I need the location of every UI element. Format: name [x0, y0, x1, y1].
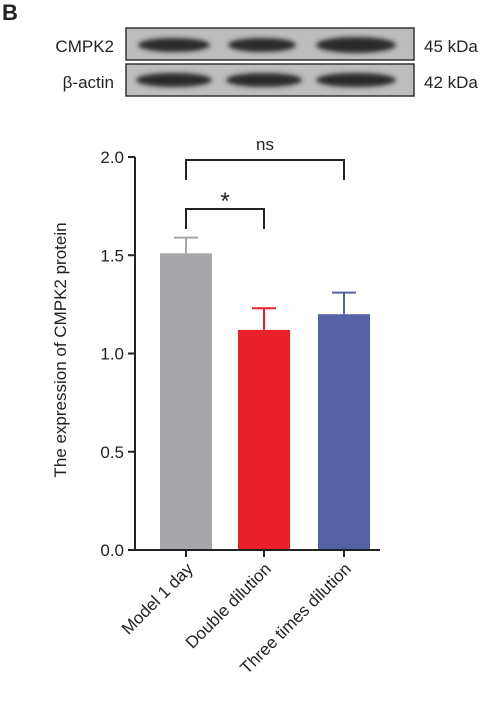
- blot-label: β-actin: [63, 73, 114, 92]
- y-tick-label: 2.0: [100, 148, 124, 167]
- bar: [160, 253, 212, 550]
- significance-bracket: [185, 208, 265, 229]
- y-tick-label: 0.0: [100, 541, 124, 560]
- y-tick-label: 1.5: [100, 246, 124, 265]
- blot-size: 42 kDa: [424, 73, 478, 92]
- significance-label: ns: [256, 135, 274, 154]
- blot-label: CMPK2: [55, 37, 114, 56]
- blot-image: [125, 27, 415, 97]
- y-axis-label: The expression of CMPK2 protein: [51, 222, 70, 477]
- panel-label: B: [2, 0, 18, 25]
- significance-bracket: [185, 159, 345, 180]
- bar: [238, 329, 290, 550]
- blot-size: 45 kDa: [424, 37, 478, 56]
- y-tick-label: 0.5: [100, 443, 124, 462]
- x-tick-label: Model 1 day: [118, 559, 197, 638]
- y-tick-label: 1.0: [100, 345, 124, 364]
- significance-label: *: [220, 188, 229, 215]
- bar: [318, 314, 370, 550]
